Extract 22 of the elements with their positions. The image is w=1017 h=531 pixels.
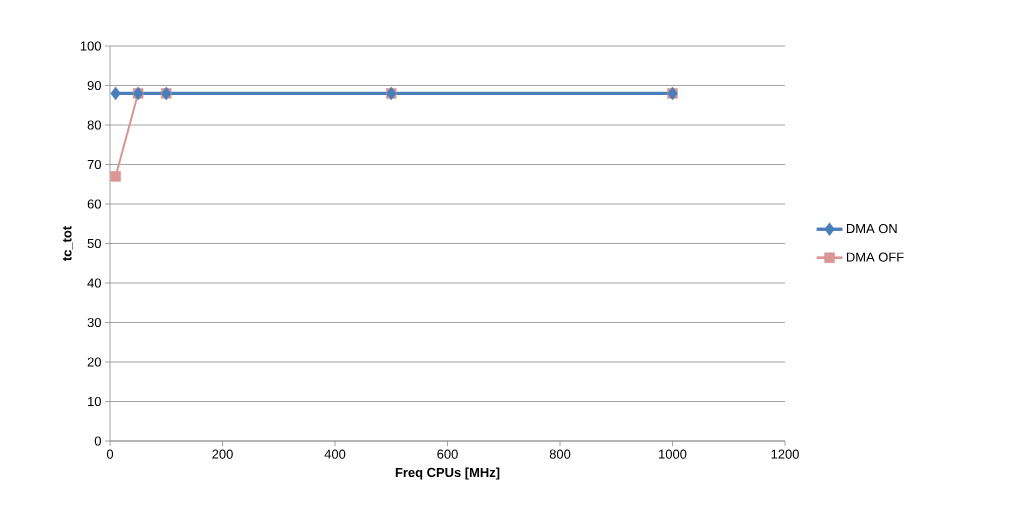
- y-tick-label: 30: [87, 317, 101, 328]
- x-tick-label: 600: [437, 449, 458, 459]
- x-tick-label: 400: [324, 449, 346, 459]
- y-tick-label: 100: [80, 41, 101, 51]
- y-tick-label: 20: [87, 357, 101, 367]
- x-tick-label: 1000: [659, 449, 687, 459]
- x-tick-label: 200: [212, 449, 233, 459]
- x-tick-label: 0: [106, 449, 114, 459]
- y-tick-label: 40: [87, 278, 101, 288]
- y-tick-label: 50: [87, 238, 101, 249]
- y-tick-label: 60: [87, 199, 101, 209]
- y-axis-title: tc_tot: [63, 226, 74, 261]
- y-tick-label: 70: [87, 159, 101, 170]
- x-tick-label: 800: [549, 449, 571, 459]
- y-tick-label: 10: [88, 396, 101, 407]
- x-tick-label: 1200: [771, 449, 799, 459]
- y-tick-label: 80: [87, 120, 101, 130]
- x-axis-title: Freq CPUs [MHz]: [395, 467, 500, 480]
- legend-label: DMA OFF: [846, 252, 904, 262]
- y-tick-label: 0: [94, 436, 101, 446]
- y-tick-label: 90: [87, 80, 101, 91]
- legend-label: DMA ON: [846, 223, 897, 234]
